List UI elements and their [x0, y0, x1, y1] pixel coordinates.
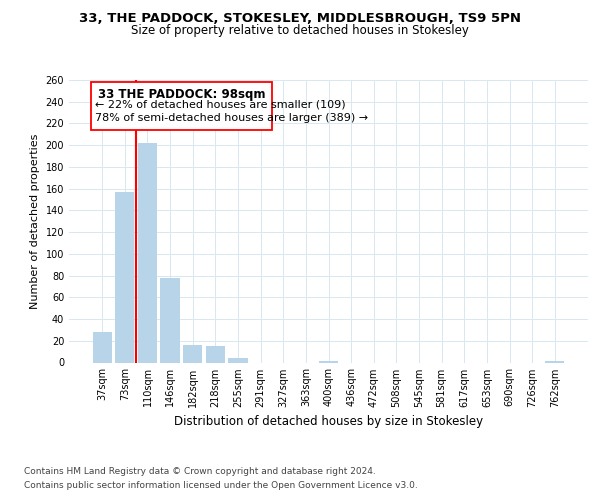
Bar [138, 143, 157, 362]
Text: Contains public sector information licensed under the Open Government Licence v3: Contains public sector information licen… [24, 481, 418, 490]
Text: 33 THE PADDOCK: 98sqm: 33 THE PADDOCK: 98sqm [98, 88, 265, 101]
FancyBboxPatch shape [91, 82, 272, 130]
Y-axis label: Number of detached properties: Number of detached properties [30, 134, 40, 309]
Bar [160, 278, 180, 362]
Text: 33, THE PADDOCK, STOKESLEY, MIDDLESBROUGH, TS9 5PN: 33, THE PADDOCK, STOKESLEY, MIDDLESBROUG… [79, 12, 521, 26]
Bar [92, 332, 112, 362]
Bar [229, 358, 248, 362]
Text: 78% of semi-detached houses are larger (389) →: 78% of semi-detached houses are larger (… [95, 112, 368, 122]
Text: ← 22% of detached houses are smaller (109): ← 22% of detached houses are smaller (10… [95, 100, 346, 110]
Text: Contains HM Land Registry data © Crown copyright and database right 2024.: Contains HM Land Registry data © Crown c… [24, 467, 376, 476]
X-axis label: Distribution of detached houses by size in Stokesley: Distribution of detached houses by size … [174, 415, 483, 428]
Bar [206, 346, 225, 362]
Bar [115, 192, 134, 362]
Text: Size of property relative to detached houses in Stokesley: Size of property relative to detached ho… [131, 24, 469, 37]
Bar [183, 345, 202, 362]
